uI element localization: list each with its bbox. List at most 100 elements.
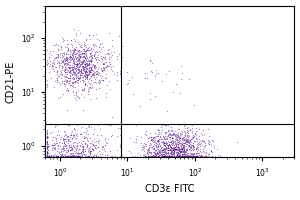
Point <box>56 144 61 147</box>
Point <box>173 141 178 144</box>
Point <box>151 136 156 139</box>
Point <box>166 134 171 137</box>
Point <box>86 70 91 73</box>
Point <box>115 78 119 82</box>
Point <box>198 154 203 157</box>
Point <box>142 145 146 148</box>
Point <box>191 136 196 139</box>
Point <box>169 146 174 149</box>
Point <box>62 57 67 61</box>
Point <box>89 66 94 69</box>
Point <box>61 51 66 54</box>
Point <box>70 85 75 88</box>
Point <box>181 138 186 141</box>
Point <box>68 154 73 157</box>
Point <box>185 131 190 135</box>
Point <box>53 154 58 157</box>
Point <box>159 141 164 144</box>
Point <box>182 141 187 145</box>
Point <box>73 63 78 66</box>
Point <box>153 152 158 156</box>
Point <box>72 56 77 59</box>
Point <box>124 70 129 74</box>
Point <box>146 152 151 155</box>
Point <box>166 150 171 153</box>
Point <box>57 66 62 69</box>
Point <box>89 58 94 61</box>
Point <box>202 154 207 157</box>
Point <box>194 133 199 136</box>
Point <box>193 139 198 143</box>
Point <box>82 54 87 57</box>
Point <box>173 147 178 151</box>
Point <box>56 81 61 84</box>
Point <box>216 154 221 157</box>
Point <box>64 56 69 60</box>
Point <box>166 132 171 135</box>
Point <box>188 139 192 142</box>
Point <box>190 136 195 139</box>
Point <box>162 154 167 157</box>
Point <box>163 151 168 155</box>
Point <box>82 130 86 133</box>
Point <box>52 126 57 129</box>
Point <box>101 45 106 48</box>
Point <box>181 149 186 152</box>
Point <box>68 83 72 87</box>
Point <box>85 154 89 157</box>
Point <box>151 148 155 151</box>
Point <box>63 74 68 77</box>
Point <box>199 132 204 135</box>
Point <box>159 154 164 157</box>
Point <box>61 58 66 61</box>
Point <box>154 148 159 151</box>
Point <box>176 138 181 141</box>
Point <box>85 79 90 82</box>
Point <box>94 57 99 61</box>
Point <box>59 147 64 150</box>
Point <box>146 147 151 150</box>
Point <box>196 143 201 147</box>
Point <box>77 56 82 59</box>
Point <box>74 145 79 148</box>
Point <box>195 154 200 157</box>
Point <box>65 109 70 112</box>
Point <box>160 145 164 148</box>
Point <box>139 141 143 144</box>
Point <box>78 72 82 76</box>
Point <box>141 147 146 150</box>
Point <box>181 136 186 139</box>
Point <box>45 142 50 145</box>
Point <box>85 74 90 77</box>
Point <box>89 147 94 151</box>
Point <box>88 48 92 52</box>
Point <box>173 147 178 150</box>
Point <box>168 152 173 155</box>
Point <box>90 144 95 147</box>
Point <box>194 154 199 157</box>
Point <box>61 53 66 56</box>
Point <box>85 139 90 142</box>
Point <box>153 151 158 154</box>
Point <box>74 76 78 80</box>
Point <box>166 134 171 137</box>
Point <box>120 56 125 59</box>
Point <box>83 54 88 57</box>
Point <box>75 78 80 81</box>
Point <box>85 68 90 72</box>
Point <box>192 134 197 137</box>
Point <box>100 60 104 63</box>
Point <box>71 48 76 51</box>
Point <box>112 72 116 75</box>
Point <box>161 141 166 144</box>
Point <box>92 65 97 68</box>
Point <box>103 53 108 56</box>
Point <box>70 59 75 62</box>
Point <box>87 76 92 80</box>
Point <box>82 70 87 73</box>
Point <box>72 141 77 144</box>
Point <box>198 149 203 153</box>
Point <box>85 143 90 146</box>
Point <box>92 66 97 70</box>
Point <box>103 95 108 99</box>
